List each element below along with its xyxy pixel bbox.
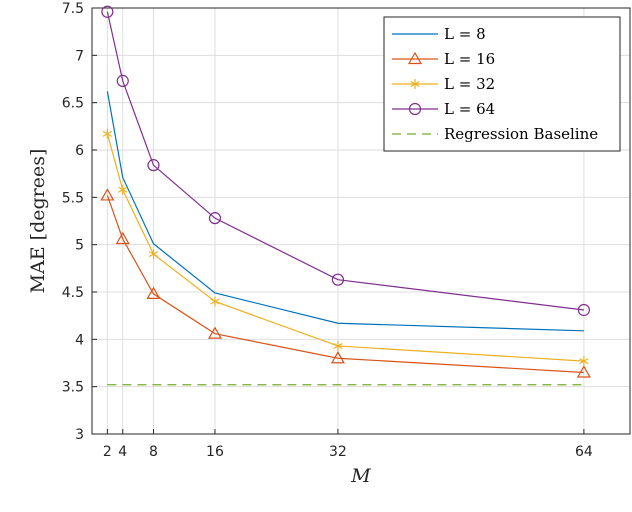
series-line [106, 133, 584, 362]
legend-entry-4: L = 64 [392, 100, 495, 118]
x-tick-label: 2 [103, 444, 112, 460]
x-tick-label: 32 [329, 444, 347, 460]
series-2 [100, 188, 591, 378]
asterisk-stroke [579, 358, 589, 365]
legend-entry-3: L = 32 [392, 75, 495, 93]
data-point [577, 303, 590, 317]
legend-label: L = 16 [444, 50, 495, 68]
x-tick-label: 16 [206, 444, 224, 460]
asterisk-stroke [410, 80, 420, 88]
data-point [208, 212, 222, 225]
x-axis-ticks: 2 4 8 16 32 64 [103, 429, 593, 460]
series-4 [101, 5, 590, 317]
legend-label: L = 8 [444, 25, 486, 43]
plot-area [91, 7, 631, 435]
data-point [102, 128, 113, 139]
y-axis-label: MAE [degrees] [27, 149, 49, 294]
data-point [331, 273, 345, 286]
data-point [330, 351, 345, 364]
legend-entry-1: L = 8 [392, 25, 486, 43]
legend-label: L = 64 [444, 100, 495, 118]
legend: L = 8 L = 16 L = 32 L = 64 Regression Baseli… [383, 16, 621, 152]
asterisk-stroke [118, 186, 128, 193]
data-point [207, 326, 223, 339]
series-line [106, 195, 584, 374]
series-3 [102, 128, 589, 367]
y-tick-label: 3.5 [62, 380, 84, 396]
series-line [106, 11, 584, 311]
data-point [407, 51, 423, 65]
y-tick-label: 6 [75, 143, 84, 159]
x-tick-label: 64 [575, 444, 593, 460]
data-point [210, 296, 220, 307]
y-tick-label: 3 [75, 427, 84, 443]
y-tick-label: 5 [75, 238, 84, 254]
data-point [115, 231, 130, 245]
y-tick-label: 6.5 [62, 96, 84, 112]
x-axis-label: M [350, 465, 371, 487]
data-point [116, 74, 129, 87]
data-point [410, 79, 420, 89]
data-point [408, 102, 422, 116]
data-point [147, 159, 160, 172]
x-tick-label: 8 [149, 444, 158, 460]
y-tick-label: 4.5 [62, 285, 84, 301]
y-tick-label: 7 [75, 48, 84, 64]
data-point [333, 340, 343, 351]
data-point [576, 365, 591, 378]
data-point [118, 184, 128, 195]
series-1 [106, 91, 584, 332]
x-tick-label: 4 [118, 444, 127, 460]
series-line [106, 91, 584, 332]
legend-entry-2: L = 16 [392, 50, 495, 68]
asterisk-stroke [210, 298, 220, 305]
asterisk-stroke [102, 130, 113, 137]
data-point [101, 5, 114, 18]
data-point [148, 249, 159, 260]
legend-label: Regression Baseline [444, 125, 598, 143]
legend-entry-5: Regression Baseline [392, 125, 598, 143]
y-tick-label: 7.5 [62, 1, 84, 17]
series-group [100, 5, 591, 386]
legend-label: L = 32 [444, 75, 495, 93]
y-axis-ticks: 3 3.5 4 4.5 5 5.5 6 6.5 7 7.5 [62, 1, 97, 443]
y-tick-label: 4 [75, 332, 84, 348]
data-point [100, 188, 115, 201]
data-point [146, 286, 161, 299]
asterisk-stroke [148, 251, 159, 258]
y-tick-label: 5.5 [62, 190, 84, 206]
data-point [579, 356, 589, 367]
asterisk-stroke [333, 342, 343, 349]
